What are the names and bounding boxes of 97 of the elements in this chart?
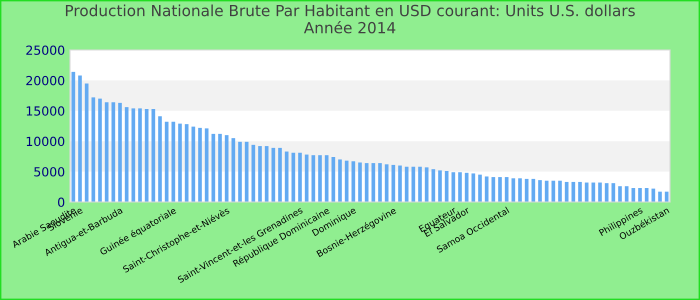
bar xyxy=(264,146,268,202)
bar xyxy=(492,177,496,202)
bar xyxy=(658,192,662,202)
chart-title: Production Nationale Brute Par Habitant en USD courant: Units U.S. dollars Année 2014 xyxy=(66,4,635,34)
bar xyxy=(184,124,188,202)
bar xyxy=(638,188,642,202)
bar xyxy=(398,166,402,202)
bar xyxy=(392,164,396,202)
bar xyxy=(484,176,488,202)
bar xyxy=(204,128,208,202)
bar xyxy=(98,98,102,202)
y-tick-label: 10000 xyxy=(26,136,64,146)
bar xyxy=(498,177,502,202)
bar xyxy=(618,186,622,202)
bar xyxy=(384,164,388,202)
bar xyxy=(72,72,76,202)
bar xyxy=(432,169,436,202)
bar xyxy=(438,170,442,202)
bar xyxy=(352,161,356,202)
y-tick-label: 15000 xyxy=(26,106,64,116)
bar xyxy=(358,162,362,202)
bar xyxy=(464,172,468,202)
bar xyxy=(84,83,88,202)
y-tick-label: 25000 xyxy=(26,45,64,55)
bar xyxy=(152,108,156,202)
bar xyxy=(244,142,248,202)
bar xyxy=(564,182,568,202)
bar xyxy=(584,182,588,202)
bar xyxy=(138,108,142,202)
bar xyxy=(578,182,582,202)
bar xyxy=(78,76,82,202)
bar xyxy=(478,174,482,202)
bar xyxy=(118,102,122,202)
bar xyxy=(178,124,182,202)
bar xyxy=(164,122,168,202)
bar xyxy=(632,188,636,202)
bar xyxy=(232,138,236,202)
bar xyxy=(372,163,376,202)
bar xyxy=(238,142,242,202)
bar xyxy=(652,188,656,202)
bar xyxy=(558,180,562,202)
bar xyxy=(344,160,348,202)
bar xyxy=(412,166,416,202)
bar xyxy=(338,159,342,202)
bar xyxy=(644,188,648,202)
bar xyxy=(538,180,542,202)
bar xyxy=(144,108,148,202)
bar xyxy=(512,178,516,202)
bar xyxy=(172,122,176,202)
bar xyxy=(664,192,668,202)
bar xyxy=(332,157,336,202)
bar xyxy=(224,135,228,202)
bar xyxy=(284,152,288,202)
bar xyxy=(258,146,262,202)
bar xyxy=(504,177,508,202)
bar xyxy=(572,182,576,202)
bar xyxy=(124,107,128,202)
bar xyxy=(112,102,116,202)
bar xyxy=(458,172,462,202)
bar xyxy=(624,186,628,202)
y-tick-label: 20000 xyxy=(26,76,64,86)
y-tick-label: 0 xyxy=(58,197,64,207)
bar xyxy=(364,163,368,202)
bar xyxy=(218,134,222,202)
bar xyxy=(404,166,408,202)
bar xyxy=(304,154,308,202)
bar xyxy=(552,180,556,202)
bar xyxy=(312,155,316,202)
bar xyxy=(278,148,282,202)
bar xyxy=(272,148,276,202)
bar xyxy=(212,134,216,202)
bar xyxy=(598,182,602,202)
bar xyxy=(592,182,596,202)
bar xyxy=(452,172,456,202)
bar xyxy=(424,167,428,202)
bar xyxy=(192,126,196,202)
bar xyxy=(604,183,608,202)
bar xyxy=(524,178,528,202)
bar xyxy=(324,155,328,202)
bar xyxy=(472,173,476,202)
bar xyxy=(252,144,256,202)
bar xyxy=(158,116,162,202)
bar xyxy=(198,128,202,202)
bar xyxy=(104,102,108,202)
bar xyxy=(544,180,548,202)
bar xyxy=(378,163,382,202)
bar xyxy=(444,170,448,202)
bar xyxy=(612,183,616,202)
bar xyxy=(418,166,422,202)
y-tick-label: 5000 xyxy=(34,167,64,177)
bar xyxy=(298,152,302,202)
bar xyxy=(518,178,522,202)
bar xyxy=(132,108,136,202)
bar xyxy=(318,155,322,202)
bar xyxy=(532,178,536,202)
bar xyxy=(92,97,96,202)
bar xyxy=(292,152,296,202)
